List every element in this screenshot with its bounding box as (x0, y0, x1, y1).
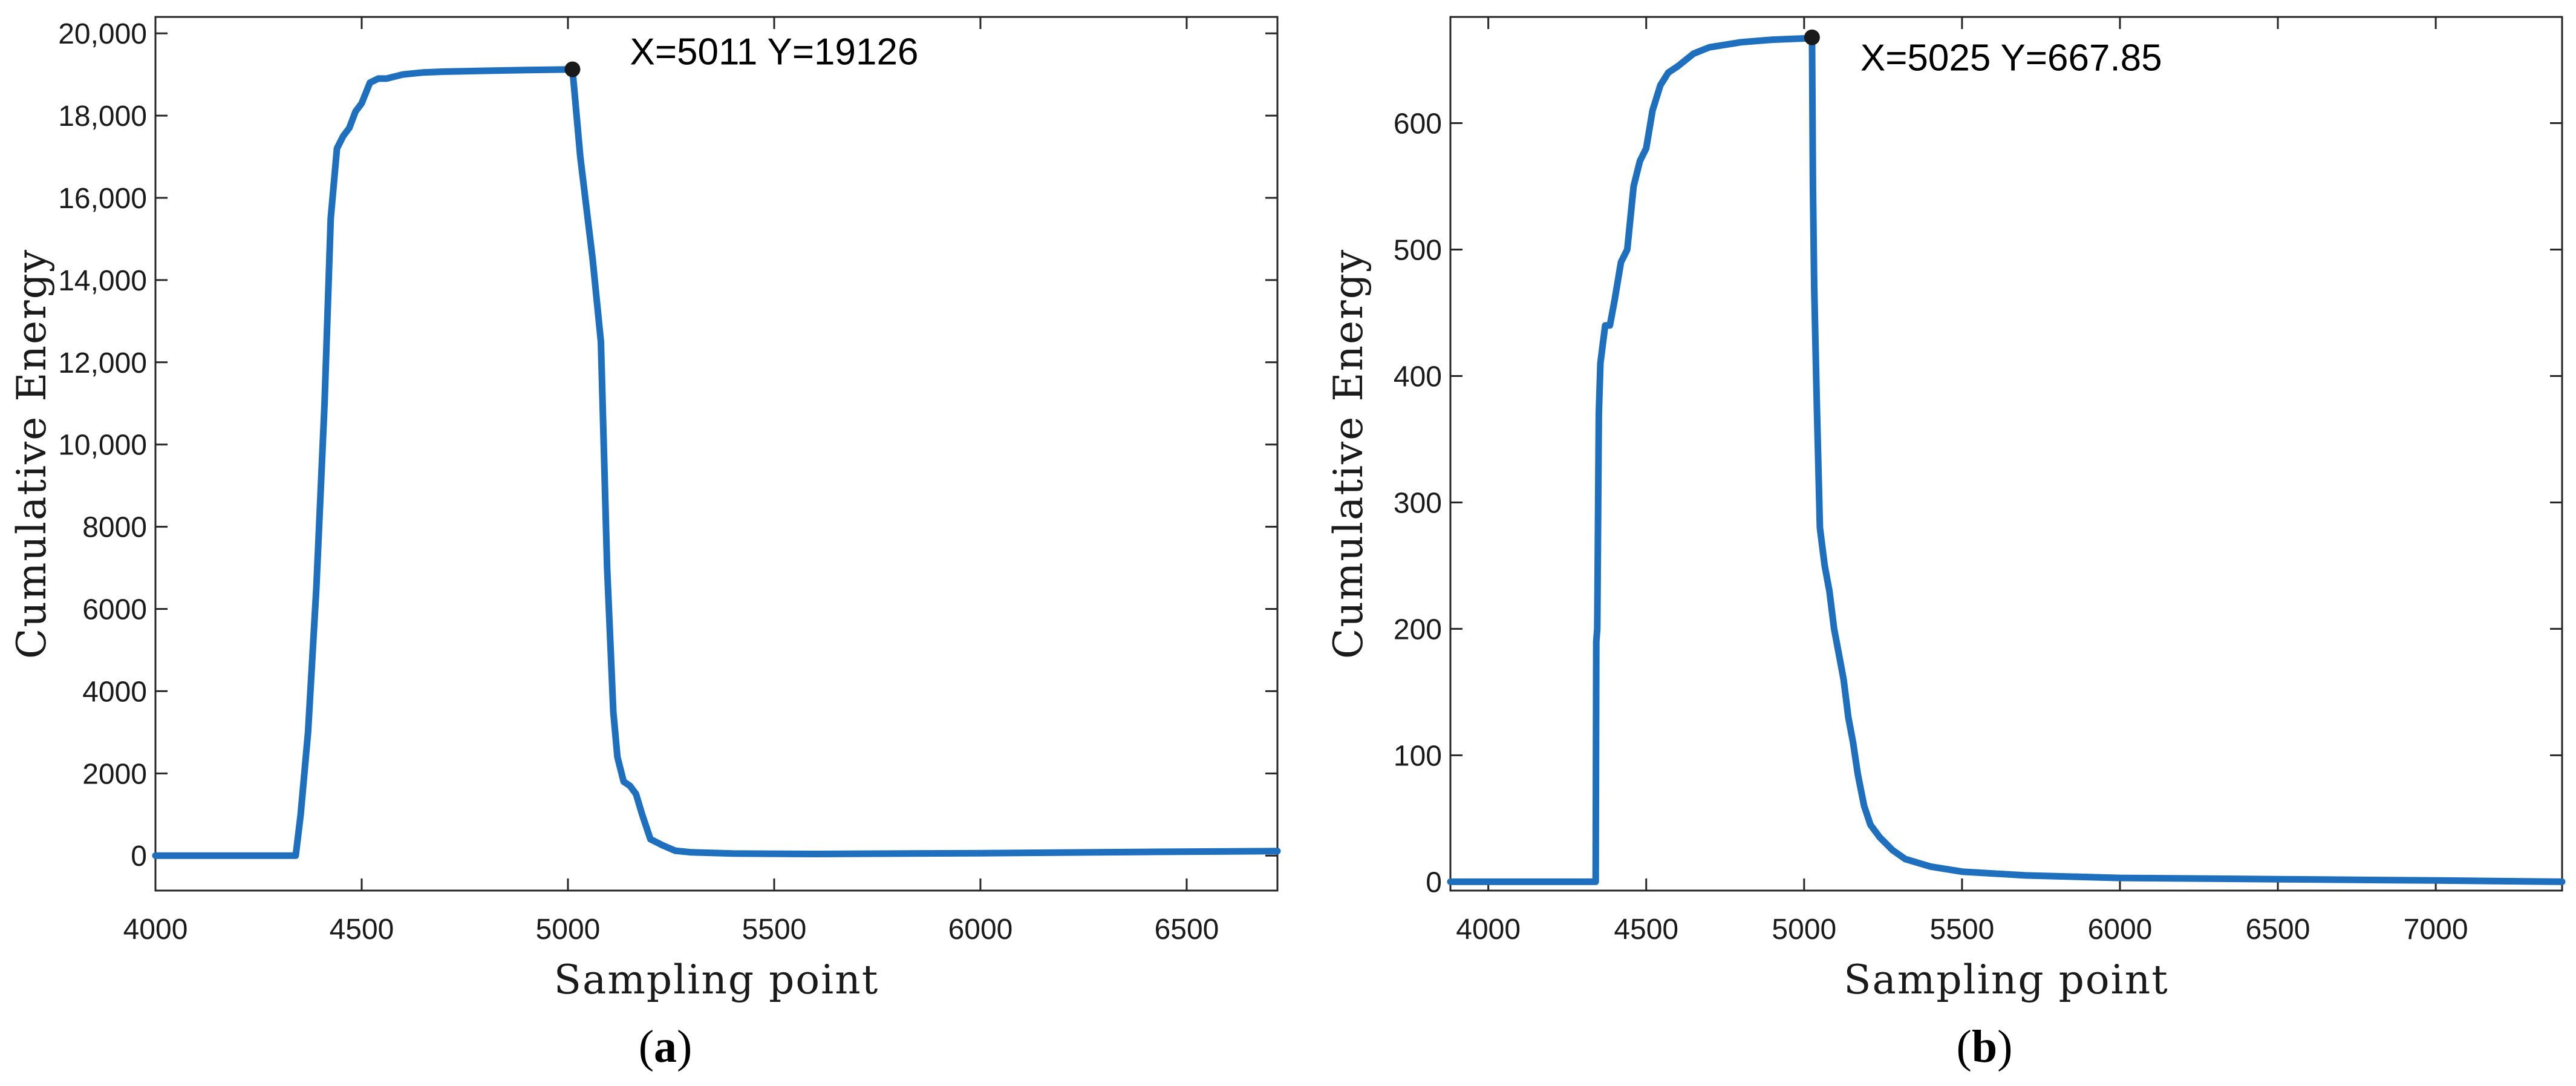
annotation-text: X=5011 Y=19126 (630, 31, 918, 73)
panel-label-letter: b (1972, 1021, 1997, 1072)
panel-label-open: ( (639, 1021, 654, 1072)
y-tick-label: 500 (1394, 235, 1442, 267)
x-tick-label: 4000 (123, 914, 188, 946)
series-line (1447, 34, 2566, 885)
panel-label-open: ( (1957, 1021, 1972, 1072)
panel-label-close: ) (1997, 1021, 2012, 1072)
plot-frame (154, 16, 1279, 892)
panel-label: (a) (639, 1021, 693, 1072)
x-tick-label: 7000 (2404, 914, 2468, 946)
panel-label-letter: a (654, 1021, 677, 1072)
chart-panel-a: 4000 4500 5000 5500 6000 6500 0 2000 4000 6000 800… (8, 16, 1281, 1072)
y-tick-label: 14,000 (58, 265, 147, 297)
x-tick-label: 6500 (2246, 914, 2310, 946)
x-tick-label: 4500 (330, 914, 394, 946)
y-tick-label: 100 (1394, 740, 1442, 772)
x-tick-label: 6000 (948, 914, 1013, 946)
y-tick-label: 18,000 (58, 100, 147, 132)
y-tick-label: 16,000 (58, 183, 147, 215)
y-tick-label: 6000 (82, 594, 147, 626)
x-axis-label: Sampling point (1844, 957, 2168, 1003)
y-tick-label: 10,000 (58, 430, 147, 462)
panel-label-close: ) (677, 1021, 692, 1072)
y-tick-label: 0 (1426, 866, 1442, 898)
y-tick-label: 400 (1394, 361, 1442, 393)
y-tick-label: 300 (1394, 487, 1442, 519)
y-axis-label: Cumulative Energy (8, 249, 55, 659)
chart-panel-b: 4000 4500 5000 5500 6000 6500 7000 0 100 200 300 40… (1325, 16, 2566, 1072)
plot-frame (1449, 16, 2563, 892)
panel-label: (b) (1957, 1021, 2013, 1072)
y-tick-label: 8000 (82, 512, 147, 544)
y-tick-label: 20,000 (58, 18, 147, 50)
y-tick-label: 12,000 (58, 347, 147, 379)
y-tick-label: 600 (1394, 108, 1442, 140)
y-tick-label: 2000 (82, 758, 147, 790)
x-axis-label: Sampling point (554, 957, 879, 1003)
annotation-text: X=5025 Y=667.85 (1860, 38, 2162, 79)
x-tick-label: 6500 (1155, 914, 1219, 946)
x-tick-label: 6000 (2088, 914, 2153, 946)
x-tick-label: 4500 (1614, 914, 1678, 946)
annotation-marker (564, 61, 581, 77)
series-line (152, 66, 1281, 859)
x-tick-label: 4000 (1456, 914, 1521, 946)
annotation-marker (1804, 29, 1820, 45)
y-tick-label: 0 (131, 840, 147, 872)
y-tick-label: 200 (1394, 613, 1442, 646)
x-tick-label: 5500 (742, 914, 807, 946)
y-tick-label: 4000 (82, 676, 147, 708)
y-axis-label: Cumulative Energy (1325, 249, 1372, 659)
x-tick-label: 5000 (536, 914, 601, 946)
x-tick-label: 5000 (1772, 914, 1836, 946)
x-tick-label: 5500 (1930, 914, 1995, 946)
